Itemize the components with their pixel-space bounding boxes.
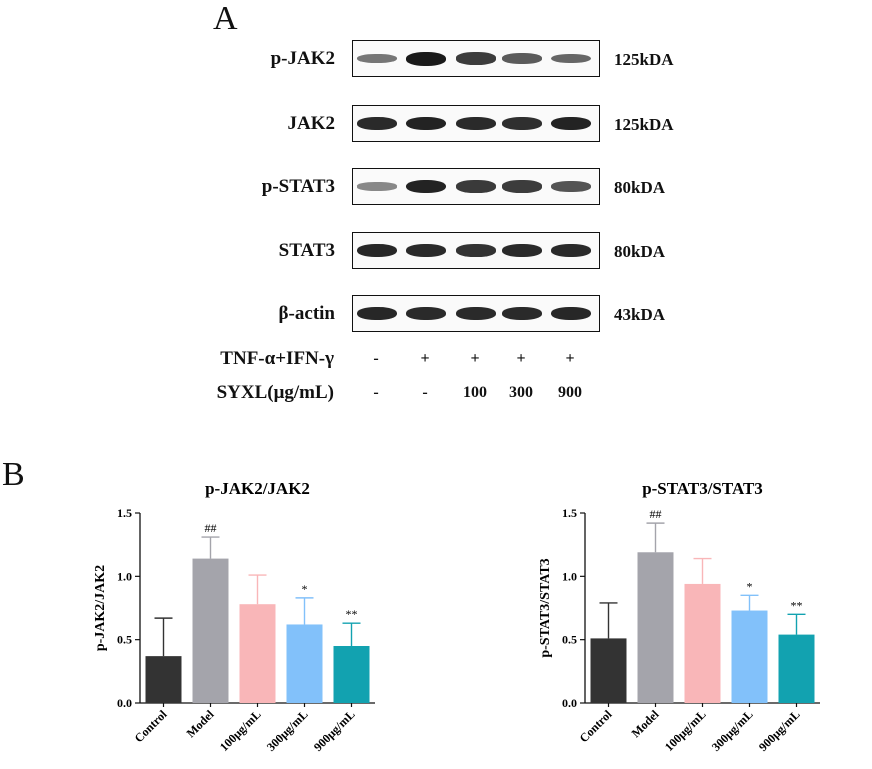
blot-band	[456, 52, 496, 65]
x-tick-label: 300μg/mL	[264, 707, 311, 754]
blot-band	[456, 116, 496, 131]
y-tick-label: 1.5	[562, 506, 577, 520]
blot-band	[357, 306, 397, 321]
x-tick-label: Model	[629, 707, 662, 740]
blot-band	[456, 180, 496, 193]
x-tick-label: 100μg/mL	[217, 707, 264, 754]
x-tick-label: 100μg/mL	[662, 707, 709, 754]
blot-band	[406, 116, 446, 131]
y-tick-label: 1.0	[117, 569, 132, 583]
blot-size-label: 43kDA	[614, 305, 666, 324]
bar-chart-pstat3-stat3: p-STAT3/STAT3 p-STAT3/STAT3 0.0 0.5 1.0 1.5 Co…	[538, 479, 820, 754]
x-tick-label: 900μg/mL	[311, 707, 358, 754]
blot-band	[406, 243, 446, 258]
blot-band	[406, 179, 446, 194]
condition-label: TNF-α+IFN-γ	[220, 348, 334, 369]
significance-marker: *	[747, 579, 753, 593]
bar	[778, 634, 815, 703]
blot-band	[551, 181, 591, 192]
condition-value: +	[516, 350, 526, 367]
blot-size-label: 80kDA	[614, 178, 666, 197]
blot-band	[502, 180, 542, 193]
blot-band	[406, 306, 446, 321]
condition-label: SYXL(μg/mL)	[216, 382, 334, 403]
condition-value: 900	[558, 384, 582, 401]
significance-marker: ##	[205, 521, 217, 535]
blot-band	[406, 51, 446, 66]
blot-band	[502, 243, 542, 258]
blot-band	[502, 306, 542, 321]
bar-chart-pjak2-jak2: p-JAK2/JAK2 p-JAK2/JAK2 0.0 0.5 1.0 1.5 Contro…	[93, 479, 375, 754]
blot-protein-label: p-STAT3	[261, 176, 335, 197]
blot-strip	[352, 105, 600, 142]
blot-protein-label: β-actin	[278, 303, 335, 324]
blot-band	[357, 243, 397, 258]
bar	[731, 610, 768, 703]
blot-size-label: 80kDA	[614, 242, 666, 261]
blot-protein-label: p-JAK2	[270, 48, 335, 69]
blot-strip	[352, 168, 600, 205]
significance-marker: ##	[650, 507, 662, 521]
blot-band	[502, 117, 542, 130]
blot-protein-label: JAK2	[287, 113, 336, 134]
y-axis-label: p-JAK2/JAK2	[93, 565, 108, 651]
y-tick-label: 1.0	[562, 569, 577, 583]
bar	[684, 583, 721, 703]
bar	[333, 646, 370, 703]
blot-size-label: 125kDA	[614, 115, 674, 134]
condition-value: +	[565, 350, 575, 367]
x-tick-label: Model	[184, 707, 217, 740]
bar	[192, 558, 229, 703]
chart-title: p-JAK2/JAK2	[205, 479, 310, 498]
y-tick-label: 0.0	[117, 696, 132, 710]
blot-band	[456, 244, 496, 257]
condition-value: +	[470, 350, 480, 367]
blot-protein-label: STAT3	[278, 240, 335, 261]
significance-marker: **	[346, 607, 358, 621]
bar	[286, 624, 323, 703]
x-tick-label: 900μg/mL	[756, 707, 803, 754]
blot-band	[456, 306, 496, 321]
bar	[590, 638, 627, 703]
y-tick-label: 0.5	[117, 633, 132, 647]
condition-value: -	[373, 350, 379, 367]
blot-size-label: 125kDA	[614, 50, 674, 69]
bar	[239, 604, 276, 703]
blot-band	[357, 116, 397, 131]
panel-b-letter: B	[2, 456, 25, 493]
condition-value: 100	[463, 384, 487, 401]
bar	[145, 656, 182, 703]
blot-band	[357, 182, 397, 191]
x-tick-label: Control	[132, 707, 170, 745]
significance-marker: *	[302, 582, 308, 596]
y-axis-label: p-STAT3/STAT3	[538, 558, 553, 657]
blot-strip	[352, 232, 600, 269]
y-tick-label: 0.0	[562, 696, 577, 710]
bar	[637, 552, 674, 703]
blot-strip	[352, 295, 600, 332]
blot-band	[551, 243, 591, 258]
blot-band	[551, 306, 591, 321]
condition-value: 300	[509, 384, 533, 401]
y-tick-label: 0.5	[562, 633, 577, 647]
significance-marker: **	[791, 598, 803, 612]
chart-title: p-STAT3/STAT3	[642, 479, 763, 498]
y-tick-label: 1.5	[117, 506, 132, 520]
condition-value: +	[420, 350, 430, 367]
panel-a-letter: A	[213, 0, 238, 37]
condition-value: -	[373, 384, 379, 401]
x-tick-label: 300μg/mL	[709, 707, 756, 754]
blot-band	[551, 116, 591, 131]
condition-value: -	[422, 384, 428, 401]
x-tick-label: Control	[577, 707, 615, 745]
blot-band	[357, 53, 397, 64]
blot-band	[551, 53, 591, 64]
blot-strip	[352, 40, 600, 77]
blot-band	[502, 53, 542, 64]
